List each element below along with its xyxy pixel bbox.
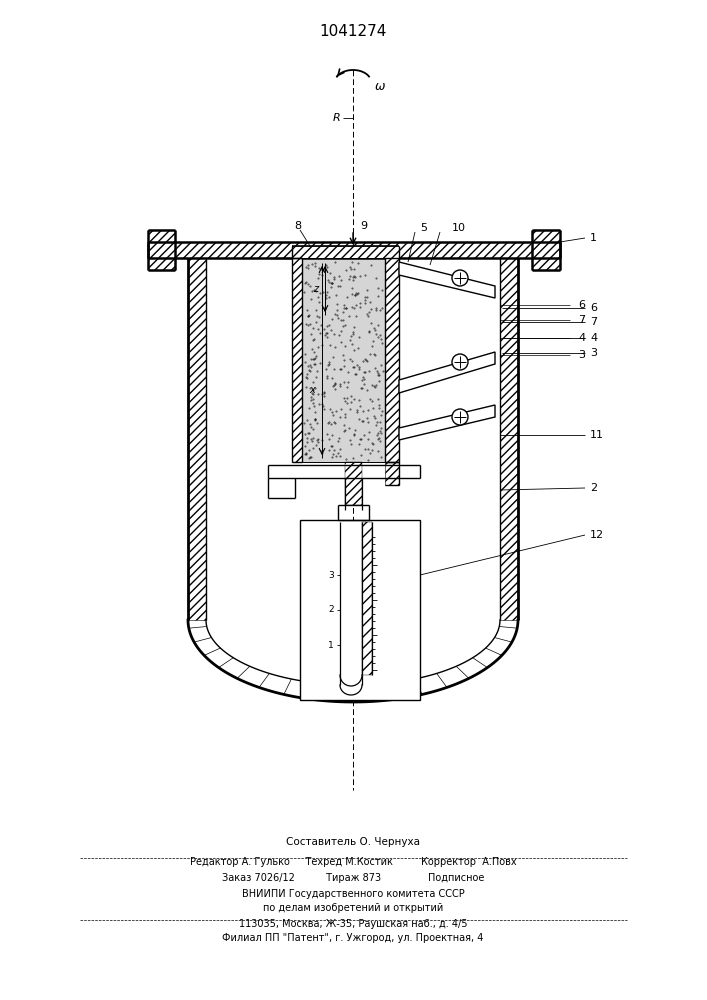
Polygon shape [532,230,560,270]
Polygon shape [385,462,399,485]
Polygon shape [292,246,399,258]
Text: 113035, Москва, Ж-35, Раушская наб., д. 4/5: 113035, Москва, Ж-35, Раушская наб., д. … [239,919,467,929]
Polygon shape [399,352,495,393]
Polygon shape [188,255,206,620]
Text: 8: 8 [294,221,302,231]
Text: 12: 12 [590,530,604,540]
Polygon shape [399,262,495,298]
Text: 10: 10 [452,223,466,233]
Text: 9: 9 [360,221,367,231]
Text: 1: 1 [328,641,334,650]
Text: Редактор А. Гулько     Техред М.Костик         Корректор  А.Повх: Редактор А. Гулько Техред М.Костик Корре… [189,857,516,867]
Polygon shape [345,462,362,505]
Text: 1: 1 [590,233,597,243]
Polygon shape [362,522,372,675]
Text: 2: 2 [328,605,334,614]
Text: 6: 6 [578,300,585,310]
Text: 3: 3 [590,348,597,358]
Polygon shape [292,258,302,462]
Text: ω: ω [375,80,385,93]
Text: 5: 5 [420,223,427,233]
Text: Филиал ПП "Патент", г. Ужгород, ул. Проектная, 4: Филиал ПП "Патент", г. Ужгород, ул. Прое… [222,933,484,943]
Text: 7: 7 [590,317,597,327]
Text: 3: 3 [578,350,585,360]
Text: Составитель О. Чернуха: Составитель О. Чернуха [286,837,420,847]
Text: 7: 7 [578,315,585,325]
Polygon shape [148,242,560,258]
Text: 11: 11 [590,430,604,440]
Polygon shape [500,255,518,620]
Text: Заказ 7026/12          Тираж 873               Подписное: Заказ 7026/12 Тираж 873 Подписное [222,873,484,883]
Polygon shape [385,258,399,462]
Text: ВНИИПИ Государственного комитета СССР: ВНИИПИ Государственного комитета СССР [242,889,464,899]
Polygon shape [148,230,175,270]
Text: R: R [332,113,340,123]
Circle shape [452,409,468,425]
Circle shape [452,270,468,286]
Text: 4: 4 [590,333,597,343]
Bar [302,258,385,462]
Bar [300,520,420,700]
Text: x: x [309,385,315,395]
Text: 3: 3 [328,570,334,580]
Circle shape [452,354,468,370]
Text: 2: 2 [590,483,597,493]
Text: по делам изобретений и открытий: по делам изобретений и открытий [263,903,443,913]
Text: 4: 4 [578,333,585,343]
Text: 6: 6 [590,303,597,313]
Text: 1041274: 1041274 [320,24,387,39]
Text: z: z [313,284,319,294]
Polygon shape [399,405,495,440]
